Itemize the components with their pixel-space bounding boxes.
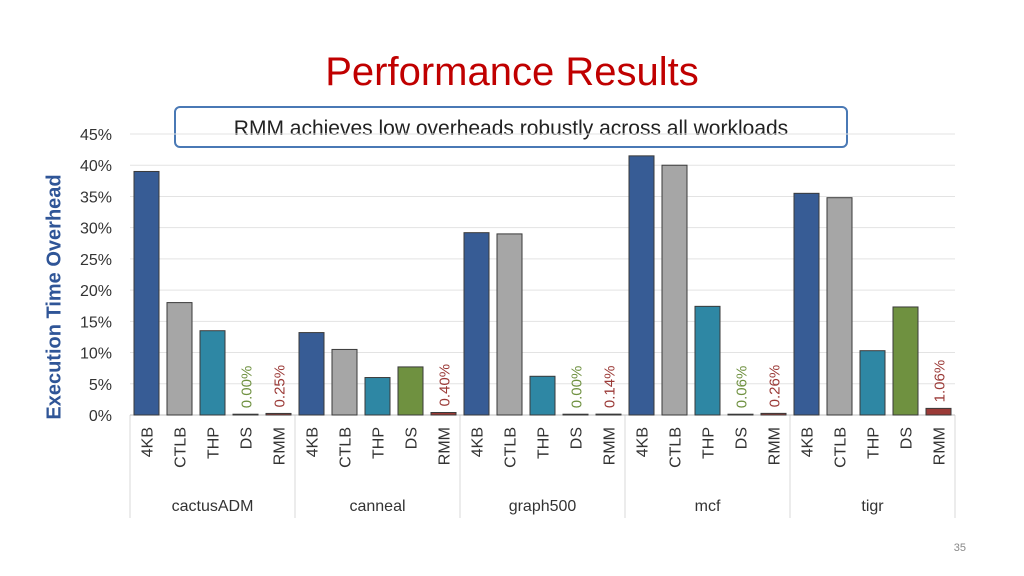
group-label: tigr (861, 498, 884, 515)
group-label: graph500 (509, 498, 577, 515)
x-tick-label: CTLB (833, 427, 850, 468)
bar-mcf-THP (694, 305, 721, 416)
y-tick-label: 35% (80, 189, 112, 206)
group-label: canneal (349, 498, 405, 515)
data-label: 0.14% (602, 366, 619, 409)
x-tick-label: 4KB (635, 427, 652, 457)
bar-mcf-4KB (628, 155, 655, 416)
bar-canneal-RMM (430, 412, 457, 416)
bar-cactusADM-RMM (265, 412, 292, 416)
bar-cactusADM-CTLB (166, 302, 193, 416)
data-label: 1.06% (932, 360, 949, 403)
x-tick-label: THP (371, 427, 388, 459)
x-tick-label: RMM (932, 427, 949, 465)
group-label: cactusADM (172, 498, 254, 515)
bar-mcf-RMM (760, 412, 787, 416)
x-tick-label: 4KB (800, 427, 817, 457)
x-tick-label: RMM (437, 427, 454, 465)
x-tick-label: DS (734, 427, 751, 449)
bar-tigr-DS (892, 306, 919, 416)
bar-cactusADM-DS (232, 413, 259, 416)
x-tick-label: THP (701, 427, 718, 459)
group-label: mcf (695, 498, 721, 515)
bar-tigr-THP (859, 350, 886, 416)
bar-canneal-CTLB (331, 348, 358, 416)
y-tick-label: 5% (89, 377, 112, 394)
x-tick-label: 4KB (305, 427, 322, 457)
data-label: 0.00% (569, 366, 586, 409)
slide-title: Performance Results (325, 50, 699, 94)
data-label: 0.06% (734, 366, 751, 409)
x-tick-label: CTLB (668, 427, 685, 468)
bar-cactusADM-THP (199, 330, 226, 416)
data-label: 0.26% (767, 365, 784, 408)
x-tick-label: DS (569, 427, 586, 449)
x-tick-label: RMM (272, 427, 289, 465)
x-tick-label: RMM (602, 427, 619, 465)
bar-mcf-CTLB (661, 164, 688, 416)
y-tick-label: 40% (80, 158, 112, 175)
bar-graph500-4KB (463, 232, 490, 416)
bar-graph500-THP (529, 375, 556, 416)
x-tick-label: DS (239, 427, 256, 449)
data-label: 0.25% (272, 365, 289, 408)
x-tick-label: RMM (767, 427, 784, 465)
y-tick-label: 20% (80, 283, 112, 300)
x-tick-label: CTLB (338, 427, 355, 468)
y-tick-label: 25% (80, 252, 112, 269)
y-tick-label: 0% (89, 408, 112, 425)
bar-canneal-THP (364, 377, 391, 416)
bar-tigr-4KB (793, 192, 820, 416)
x-tick-label: THP (866, 427, 883, 459)
x-tick-label: 4KB (470, 427, 487, 457)
x-tick-label: 4KB (140, 427, 157, 457)
bar-graph500-CTLB (496, 233, 523, 416)
bar-graph500-DS (562, 413, 589, 416)
data-label: 0.40% (437, 364, 454, 407)
x-tick-label: DS (899, 427, 916, 449)
y-tick-label: 45% (80, 127, 112, 144)
x-tick-label: CTLB (503, 427, 520, 468)
bar-mcf-DS (727, 413, 754, 416)
x-tick-label: DS (404, 427, 421, 449)
bar-canneal-4KB (298, 332, 325, 416)
y-tick-label: 10% (80, 346, 112, 363)
bar-canneal-DS (397, 366, 424, 416)
page-number: 35 (953, 542, 966, 554)
y-tick-label: 30% (80, 221, 112, 238)
data-label: 0.00% (239, 366, 256, 409)
x-tick-label: CTLB (173, 427, 190, 468)
x-tick-label: THP (206, 427, 223, 459)
bar-cactusADM-4KB (133, 170, 160, 416)
bar-tigr-CTLB (826, 197, 853, 416)
bar-graph500-RMM (595, 413, 622, 416)
y-tick-label: 15% (80, 314, 112, 331)
bar-tigr-RMM (925, 407, 952, 416)
x-tick-label: THP (536, 427, 553, 459)
